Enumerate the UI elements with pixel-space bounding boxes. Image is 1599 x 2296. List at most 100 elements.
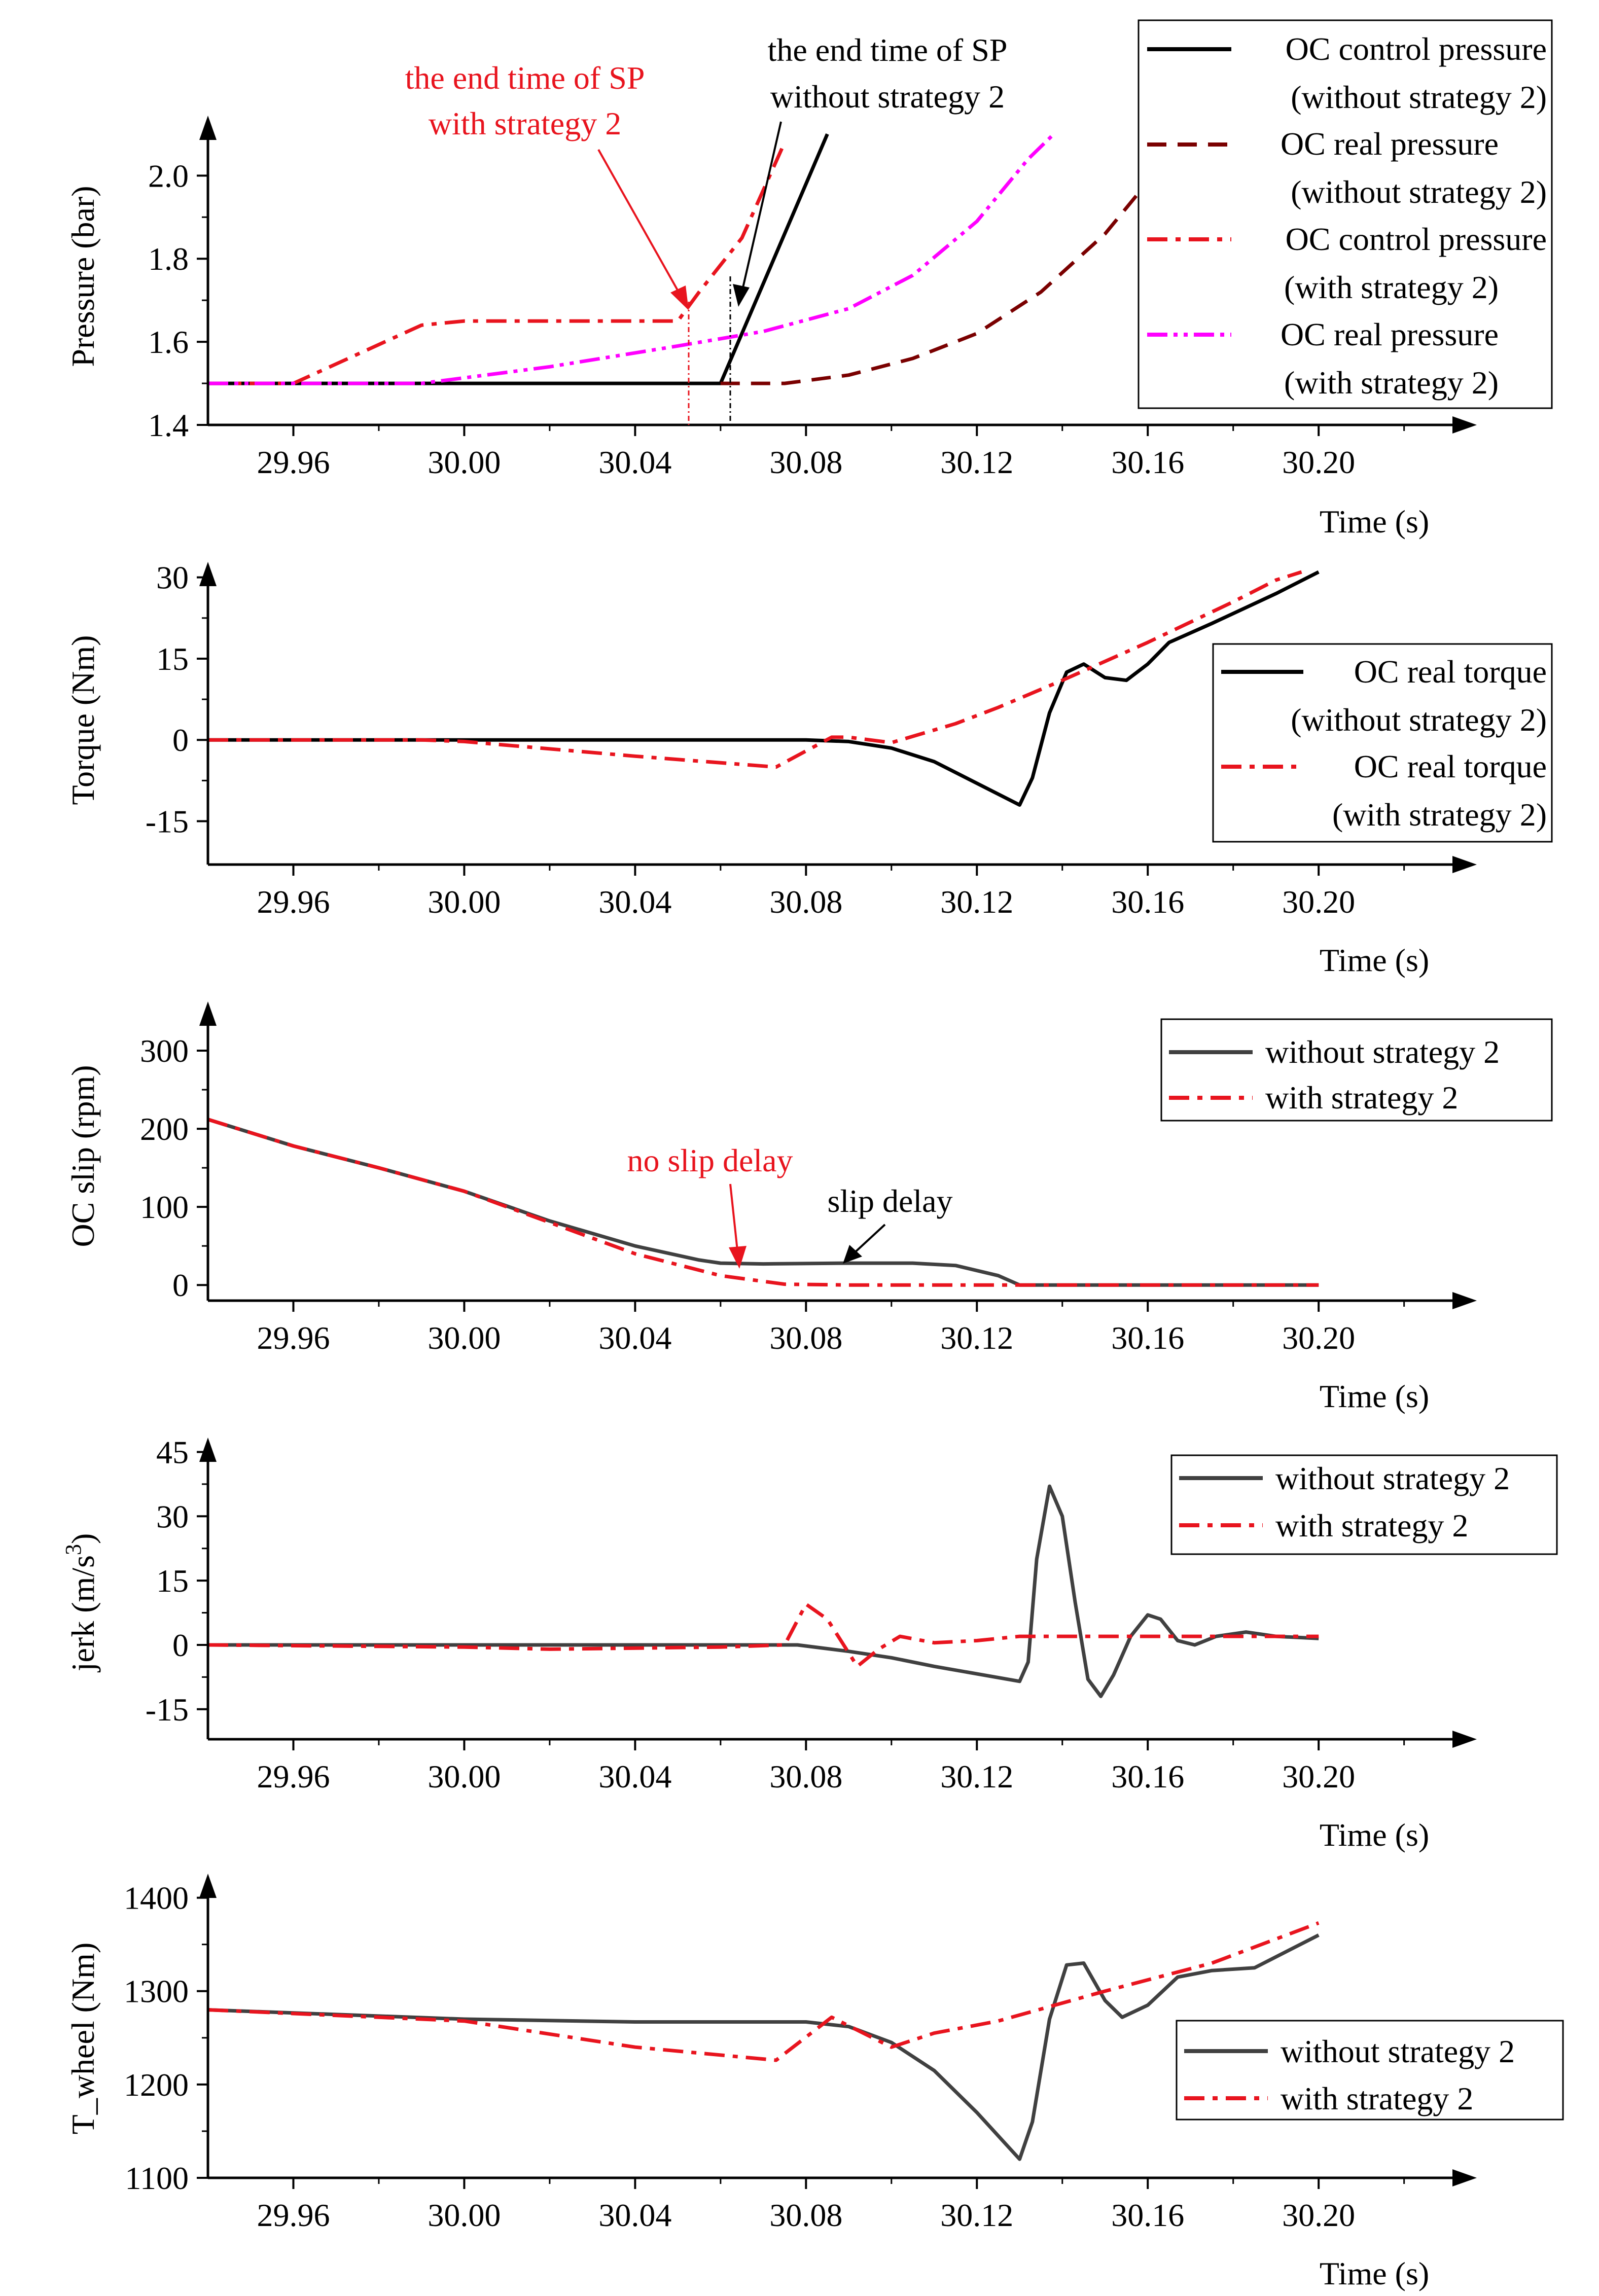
pressure-xtick-label: 30.08 [769,444,842,480]
legend-label-jerk-with: with strategy 2 [1275,1508,1468,1544]
torque-ytick-label: 0 [172,722,189,758]
twheel-ylabel: T_wheel (Nm) [65,1943,101,2135]
slip-ylabel: OC slip (rpm) [65,1065,101,1247]
annotation-sp-without-line1: the end time of SP [768,32,1008,68]
annotation-sp-without-line2: without strategy 2 [770,79,1005,115]
legend-label-torque-without: OC real torque [1354,654,1547,690]
pressure-series-1-line [720,133,1192,385]
jerk-ytick-label: 0 [172,1627,189,1663]
torque-ytick-label: -15 [146,804,189,840]
jerk-xtick-label: 30.04 [598,1759,671,1795]
legend-label-slip-without: without strategy 2 [1265,1034,1500,1070]
jerk-ytick-label: 30 [156,1498,189,1534]
twheel-ytick-label: 1200 [124,2067,189,2103]
torque-xtick-label: 29.96 [257,884,330,920]
twheel-xtick-label: 30.16 [1111,2197,1184,2233]
jerk-xtick-label: 30.08 [769,1759,842,1795]
slip-xtick-label: 30.16 [1111,1320,1184,1356]
annotation-sp-without-arrowhead [733,284,750,307]
torque-series-1-line [208,570,1302,769]
torque-ytick-label: 30 [156,560,189,596]
slip-xtick-label: 30.08 [769,1320,842,1356]
twheel-xtick-label: 30.04 [598,2197,671,2233]
jerk-panel: 29.96 30.00 30.04 30.08 30.12 30.16 30.20 -15 0 1… [61,1434,1558,1853]
twheel-series-0-line [207,1933,1320,2161]
pressure-xtick-label: 29.96 [257,444,330,480]
slip-annotations: no slip delay slip delay [627,1142,953,1269]
jerk-xtick-label: 30.16 [1111,1759,1184,1795]
pressure-xtick-label: 30.12 [940,444,1013,480]
legend-label-control-with: OC control pressure [1286,221,1547,257]
pressure-x-axis-arrow [1452,416,1477,434]
annotation-sp-with-line2: with strategy 2 [429,105,621,141]
twheel-series-1-line [207,1921,1320,2062]
torque-xlabel: Time (s) [1320,942,1429,978]
annotation-slip-delay: slip delay [827,1183,952,1219]
legend-label-real-without: OC real pressure [1281,126,1499,162]
annotation-no-slip-delay-arrowhead [729,1246,747,1269]
pressure-y-axis-arrow [199,116,217,140]
slip-panel: 29.96 30.00 30.04 30.08 30.12 30.16 30.20 0 100 2… [65,1001,1553,1414]
twheel-legend: without strategy 2 with strategy 2 [1176,2020,1564,2121]
jerk-ytick-label: 15 [156,1563,189,1599]
annotation-slip-delay-arrowhead [843,1245,862,1264]
torque-xtick-label: 30.16 [1111,884,1184,920]
legend-label-slip-with: with strategy 2 [1265,1080,1458,1116]
twheel-panel: 29.96 30.00 30.04 30.08 30.12 30.16 30.20 1100 1… [65,1874,1564,2291]
jerk-series-0-line [208,1484,1319,1698]
jerk-xtick-label: 30.12 [940,1759,1013,1795]
pressure-ytick-label: 1.4 [148,407,189,443]
jerk-xtick-label: 29.96 [257,1759,330,1795]
torque-series-0-line [208,570,1320,807]
jerk-legend: without strategy 2 with strategy 2 [1170,1454,1558,1555]
slip-series-0-line [207,1118,1319,1287]
slip-xtick-label: 30.00 [428,1320,501,1356]
slip-xtick-label: 29.96 [257,1320,330,1356]
jerk-ylabel: jerk (m/s3) [61,1533,101,1673]
pressure-series-2-line [208,141,787,385]
annotation-no-slip-delay: no slip delay [627,1142,793,1178]
slip-xlabel: Time (s) [1320,1378,1429,1414]
pressure-legend: OC control pressure (without strategy 2)… [1138,19,1553,409]
torque-panel: 29.96 30.00 30.04 30.08 30.12 30.16 30.20 -15 0 1… [65,560,1553,978]
jerk-xtick-label: 30.00 [428,1759,501,1795]
pressure-xtick-label: 30.20 [1282,444,1355,480]
jerk-ylabel-close: ) [65,1533,101,1544]
twheel-ytick-label: 1300 [124,1974,189,2010]
slip-ytick-label: 100 [140,1189,189,1225]
legend-label-twheel-with: with strategy 2 [1281,2080,1473,2116]
annotation-slip-delay-arrow [851,1224,886,1256]
twheel-xtick-label: 30.08 [769,2197,842,2233]
pressure-xtick-label: 30.04 [598,444,671,480]
annotation-sp-with-arrowhead [670,285,689,310]
torque-ytick-label: 15 [156,641,189,677]
twheel-xtick-label: 30.12 [940,2197,1013,2233]
legend-label-jerk-without: without strategy 2 [1275,1460,1510,1496]
twheel-y-axis-arrow [199,1874,217,1898]
slip-xtick-label: 30.12 [940,1320,1013,1356]
pressure-ytick-label: 1.6 [148,324,189,360]
torque-xtick-label: 30.20 [1282,884,1355,920]
torque-xtick-label: 30.04 [598,884,671,920]
pressure-annotations: the end time of SP with strategy 2 the e… [405,32,1008,425]
slip-series-1-line [207,1118,1319,1287]
jerk-ytick-label: 45 [156,1434,189,1470]
jerk-x-axis-arrow [1452,1731,1477,1748]
torque-y-axis-arrow [199,562,217,586]
legend-label-torque-with: OC real torque [1354,748,1547,784]
twheel-ytick-label: 1100 [125,2160,189,2196]
pressure-xtick-label: 30.16 [1111,444,1184,480]
jerk-ylabel-exp: 3 [61,1544,86,1555]
jerk-y-axis-arrow [199,1438,217,1462]
twheel-xlabel: Time (s) [1320,2255,1429,2291]
slip-y-axis-arrow [199,1001,217,1026]
jerk-xtick-label: 30.20 [1282,1759,1355,1795]
pressure-panel: 29.96 30.00 30.04 30.08 30.12 30.16 30.20 1.4 1.… [65,19,1553,540]
pressure-series-3-line [208,132,1055,385]
torque-xtick-label: 30.12 [940,884,1013,920]
torque-xtick-label: 30.08 [769,884,842,920]
pressure-ylabel: Pressure (bar) [65,186,101,367]
slip-legend: without strategy 2 with strategy 2 [1160,1018,1553,1122]
annotation-sp-with-line1: the end time of SP [405,60,645,96]
torque-x-axis-arrow [1452,856,1477,873]
